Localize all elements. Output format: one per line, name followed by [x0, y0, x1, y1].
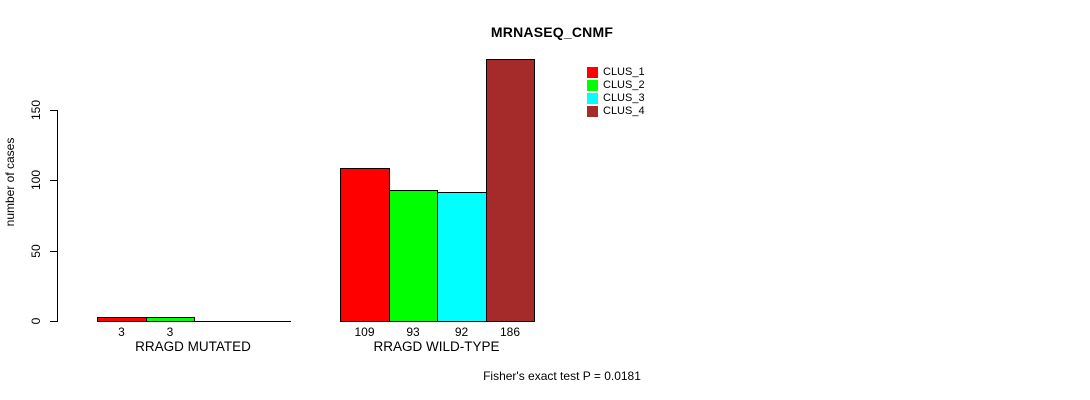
bar-value-label: 186 [499, 325, 521, 339]
legend-label: CLUS_2 [603, 78, 645, 91]
y-axis-label: number of cases [3, 137, 17, 227]
bar-value-label: 92 [454, 325, 469, 339]
y-tick-label: 150 [29, 99, 43, 121]
bar-clus_3-group2 [437, 192, 487, 322]
y-tick-mark [50, 321, 57, 322]
legend-item: CLUS_4 [587, 105, 645, 117]
y-tick-mark [50, 251, 57, 252]
y-tick-mark [50, 110, 57, 111]
legend-item: CLUS_2 [587, 79, 645, 91]
y-tick-label: 50 [29, 244, 43, 258]
bar-value-label: 3 [166, 325, 174, 339]
bar-value-label: 93 [406, 325, 420, 339]
legend-label: CLUS_1 [603, 65, 645, 78]
bar-value-label: 109 [354, 325, 375, 339]
bar-clus_1-group2 [340, 168, 390, 322]
legend-label: CLUS_3 [603, 91, 645, 104]
legend-swatch-icon [587, 92, 598, 104]
legend-swatch-icon [587, 66, 598, 78]
y-tick-label: 0 [29, 317, 43, 325]
annotation-text: Fisher's exact test P = 0.0181 [483, 369, 641, 383]
legend-label: CLUS_4 [603, 104, 645, 117]
legend-swatch-icon [587, 79, 598, 91]
legend-item: CLUS_1 [587, 66, 645, 78]
bar-clus_4-group2 [486, 59, 535, 322]
x-category-label: RRAGD WILD-TYPE [373, 339, 500, 354]
y-tick-label: 100 [29, 169, 43, 191]
y-tick-mark [50, 180, 57, 181]
legend-item: CLUS_3 [587, 92, 645, 104]
bar-clus_3-group1 [194, 321, 243, 322]
chart-title: MRNASEQ_CNMF [490, 24, 614, 40]
bar-clus_2-group1 [146, 317, 195, 322]
bar-clus_4-group1 [243, 321, 291, 322]
legend-swatch-icon [587, 105, 598, 117]
bar-clus_1-group1 [97, 317, 147, 322]
x-category-label: RRAGD MUTATED [135, 339, 251, 354]
bar-value-label: 3 [118, 325, 125, 339]
y-axis-line [57, 110, 58, 322]
bar-clus_2-group2 [389, 190, 438, 322]
